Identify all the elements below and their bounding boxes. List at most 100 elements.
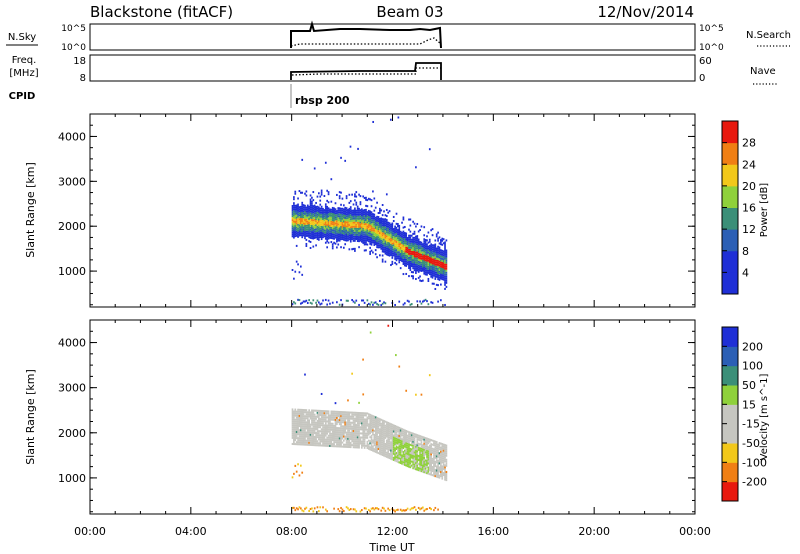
power-cell xyxy=(395,259,398,262)
velocity-cell xyxy=(413,439,416,442)
power-cell xyxy=(365,233,367,236)
power-cell xyxy=(329,216,331,219)
velocity-cell xyxy=(372,433,374,436)
power-cell xyxy=(357,147,359,150)
power-cell xyxy=(331,221,334,224)
velocity-cell xyxy=(385,425,388,428)
velocity-cell xyxy=(322,410,324,413)
velocity-cell xyxy=(377,429,380,432)
power-cell xyxy=(319,235,322,238)
velocity-cell xyxy=(406,463,409,466)
velocity-cell xyxy=(334,416,337,419)
power-cell xyxy=(445,275,448,278)
power-cell xyxy=(297,263,299,266)
power-cell xyxy=(412,267,414,270)
velocity-cell xyxy=(355,446,358,449)
power-cell xyxy=(355,201,358,204)
velocity-cell xyxy=(341,441,344,444)
power-cell xyxy=(305,228,308,231)
velocity-cell xyxy=(388,430,391,433)
power-cell xyxy=(433,246,435,249)
power-cell xyxy=(395,257,398,260)
velocity-cell xyxy=(347,433,349,436)
power-cell xyxy=(437,269,439,273)
power-cell xyxy=(373,227,376,230)
velocity-cell xyxy=(373,429,376,432)
power-cell xyxy=(326,303,329,306)
velocity-cell xyxy=(330,434,333,437)
power-cell xyxy=(351,217,353,220)
velocity-cell xyxy=(387,507,390,510)
velocity-cell xyxy=(405,446,408,449)
power-cell xyxy=(417,254,420,257)
velocity-cell xyxy=(401,454,403,457)
power-cell xyxy=(370,199,373,202)
power-cell xyxy=(384,250,387,253)
velocity-cell xyxy=(323,416,326,419)
power-cell xyxy=(360,216,363,219)
velocity-cell xyxy=(420,437,423,440)
velocity-cell xyxy=(413,463,416,466)
velocity-cell xyxy=(434,442,437,445)
power-cell xyxy=(373,231,376,234)
velocity-cell xyxy=(305,506,308,509)
power-cell xyxy=(295,230,298,233)
velocity-cell xyxy=(385,443,388,446)
power-cell xyxy=(408,242,410,245)
power-cell xyxy=(304,231,306,234)
power-cell xyxy=(380,241,383,244)
power-cell xyxy=(299,232,302,235)
velocity-cell xyxy=(430,459,432,462)
velocity-cell xyxy=(413,457,416,460)
power-cell xyxy=(373,197,376,200)
velocity-cell xyxy=(397,456,399,459)
power-cell xyxy=(324,215,327,218)
velocity-cell xyxy=(302,435,305,438)
power-cell xyxy=(318,224,320,227)
power-cell xyxy=(355,225,358,228)
velocity-cell xyxy=(306,421,309,424)
velocity-cell xyxy=(355,442,358,445)
velocity-cell xyxy=(338,510,341,513)
velocity-cell xyxy=(312,433,315,436)
power-cell xyxy=(388,234,391,237)
power-cell xyxy=(441,276,444,279)
velocity-cell xyxy=(313,421,316,424)
velocity-cell xyxy=(403,441,406,444)
power-cell xyxy=(352,223,355,226)
power-cell xyxy=(365,239,367,242)
velocity-cell xyxy=(390,455,392,458)
velocity-cell xyxy=(395,437,398,440)
power-cell xyxy=(408,256,410,259)
power-cell xyxy=(402,218,405,221)
power-cell xyxy=(363,241,366,244)
power-cell xyxy=(320,215,323,218)
power-cell xyxy=(402,260,405,263)
power-cell xyxy=(301,207,304,210)
power-cell xyxy=(409,266,412,269)
power-cell xyxy=(395,230,398,233)
power-cell xyxy=(437,253,439,256)
power-cell xyxy=(408,238,410,241)
power-cell xyxy=(444,275,446,278)
power-cell xyxy=(311,208,313,211)
velocity-cell xyxy=(342,413,345,416)
power-cell xyxy=(312,221,315,224)
velocity-cell xyxy=(356,440,359,443)
velocity-cell xyxy=(426,447,428,450)
velocity-cell xyxy=(340,413,342,416)
power-cell xyxy=(373,301,376,304)
velocity-cell xyxy=(302,427,305,430)
power-cell xyxy=(387,211,390,214)
power-cell xyxy=(320,233,323,237)
power-cell xyxy=(308,299,310,302)
velocity-cell xyxy=(390,427,392,430)
velocity-cell xyxy=(301,423,304,426)
velocity-cell xyxy=(413,441,416,444)
power-cell xyxy=(352,219,355,222)
power-cell xyxy=(323,229,326,232)
velocity-cell xyxy=(424,445,427,448)
velocity-cell xyxy=(431,457,434,460)
velocity-cell xyxy=(329,422,331,425)
